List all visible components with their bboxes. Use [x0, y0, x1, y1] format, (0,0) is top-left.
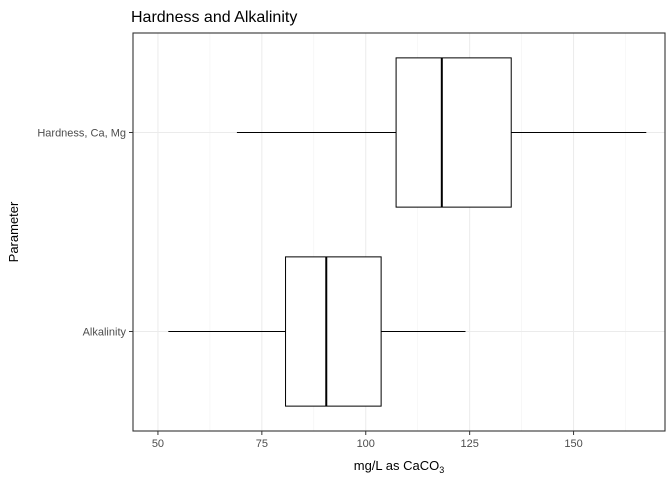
- plot-panel: [132, 32, 666, 432]
- box-hardness-ca-mg: [236, 57, 647, 208]
- interquartile-box: [395, 57, 512, 208]
- x-axis-title-main: mg/L as CaCO: [354, 458, 440, 473]
- x-tick-label: 100: [357, 438, 375, 450]
- interquartile-box: [285, 256, 382, 407]
- box-series: [168, 57, 647, 407]
- x-tick-label: 50: [152, 438, 164, 450]
- y-axis-title: Parameter: [6, 201, 21, 262]
- x-tick-label: 150: [564, 438, 582, 450]
- y-tick-label: Alkalinity: [83, 327, 127, 339]
- y-axis: Alkalinity Hardness, Ca, Mg: [37, 128, 133, 339]
- box-alkalinity: [168, 256, 466, 407]
- x-tick-label: 75: [256, 438, 268, 450]
- chart-title: Hardness and Alkalinity: [131, 9, 297, 26]
- x-axis: 50 75 100 125 150: [152, 431, 583, 450]
- x-tick-label: 125: [460, 438, 478, 450]
- x-axis-title-subscript: 3: [439, 465, 444, 475]
- y-tick-label: Hardness, Ca, Mg: [37, 128, 126, 140]
- x-axis-title: mg/L as CaCO3: [354, 458, 445, 475]
